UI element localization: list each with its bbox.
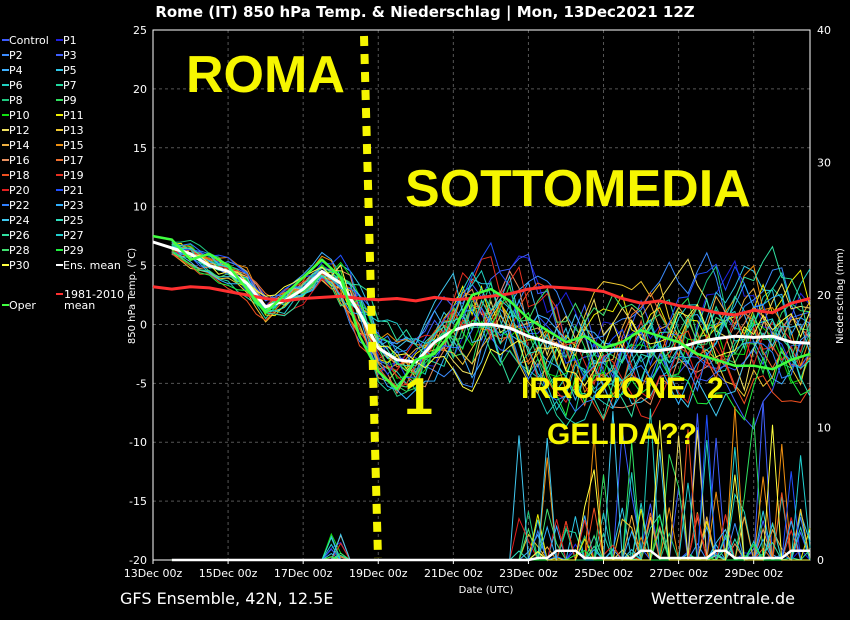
legend-label: P26 (9, 229, 30, 242)
y-tick-label-right: 20 (817, 289, 831, 302)
footer-model: GFS Ensemble, 42N, 12.5E (120, 589, 333, 608)
legend-label: P20 (9, 184, 30, 197)
y-axis-left-ticks: 25 20 15 10 5 0 -5 -10 -15 -20 (129, 24, 147, 567)
legend-label: P24 (9, 214, 30, 227)
y-axis-right-ticks: 40 30 20 10 0 (817, 24, 831, 567)
legend-label: P25 (63, 214, 84, 227)
legend-label: P2 (9, 49, 23, 62)
legend-label: P27 (63, 229, 84, 242)
annotation-sottomedia: SOTTOMEDIA (405, 160, 751, 218)
legend-label: P19 (63, 169, 84, 182)
y-tick-label-left: 25 (133, 24, 147, 37)
x-tick-label: 25Dec 00z (574, 567, 633, 580)
legend-label: P16 (9, 154, 30, 167)
y-tick-label-left: -15 (129, 495, 147, 508)
member-line-p26 (171, 244, 811, 421)
annotation-marker-1: 1 (404, 368, 433, 426)
x-tick-label: 15Dec 00z (199, 567, 258, 580)
y-tick-label-right: 40 (817, 24, 831, 37)
legend-label: P7 (63, 79, 77, 92)
legend-label: P5 (63, 64, 77, 77)
legend-label: P13 (63, 124, 84, 137)
legend-label: P18 (9, 169, 30, 182)
x-axis-label: Date (UTC) (459, 585, 514, 596)
y-tick-label-left: 5 (140, 260, 147, 273)
member-line-p18 (171, 252, 811, 422)
legend-label: P22 (9, 199, 30, 212)
legend-label: Ens. mean (63, 259, 121, 272)
legend-label: P17 (63, 154, 84, 167)
annotation-marker-2: 2 (707, 372, 724, 405)
series-line-oper (152, 234, 811, 391)
x-tick-label: 23Dec 00z (499, 567, 558, 580)
legend-label: Control (9, 34, 49, 47)
series-line-ens-mean (152, 240, 811, 364)
y-tick-label-right: 0 (817, 554, 824, 567)
member-line-p14 (171, 241, 811, 382)
x-tick-label: 19Dec 00z (349, 567, 408, 580)
member-line-p30 (171, 249, 811, 393)
x-tick-label: 29Dec 00z (724, 567, 783, 580)
legend-label: P1 (63, 34, 77, 47)
y-tick-label-left: 10 (133, 201, 147, 214)
legend-label: P23 (63, 199, 84, 212)
annotation-roma: ROMA (186, 46, 345, 104)
legend-label: P11 (63, 109, 84, 122)
y-axis-left-label: 850 hPa Temp. (°C) (127, 248, 138, 344)
y-tick-label-left: -5 (136, 377, 147, 390)
legend-label: P6 (9, 79, 23, 92)
y-tick-label-left: -20 (129, 554, 147, 567)
y-tick-label-left: 15 (133, 142, 147, 155)
chart-title: Rome (IT) 850 hPa Temp. & Niederschlag |… (155, 3, 694, 22)
legend-label: mean (64, 299, 95, 312)
x-tick-label: 21Dec 00z (424, 567, 483, 580)
y-axis-right-label: Niederschlag (mm) (835, 248, 846, 344)
legend-label: P8 (9, 94, 23, 107)
y-tick-label-right: 10 (817, 422, 831, 435)
highlight-series (152, 234, 811, 562)
y-tick-label-left: 0 (140, 318, 147, 331)
y-tick-label-left: 20 (133, 83, 147, 96)
legend-label: Oper (9, 299, 36, 312)
legend-label: P21 (63, 184, 84, 197)
precip-mean-line (171, 549, 810, 562)
legend-label: P10 (9, 109, 30, 122)
divider-dotted-line (360, 35, 382, 559)
x-tick-label: 13Dec 00z (124, 567, 183, 580)
legend-label: P4 (9, 64, 23, 77)
x-tick-label: 17Dec 00z (274, 567, 333, 580)
series-line-1981-2010-mean (152, 285, 811, 317)
footer-source: Wetterzentrale.de (651, 589, 795, 608)
legend-label: P29 (63, 244, 84, 257)
legend-label: P14 (9, 139, 30, 152)
x-tick-label: 27Dec 00z (649, 567, 708, 580)
legend-label: P3 (63, 49, 77, 62)
legend-label: 1981-2010 (64, 288, 124, 301)
y-tick-label-right: 30 (817, 157, 831, 170)
legend: Control P1 P2 P3 P4 P5 P6 P7 P8 P9 P10 P11 P12 P13 P14… (2, 34, 124, 312)
legend-label: P12 (9, 124, 30, 137)
annotation-irruzione: IRRUZIONE (521, 372, 686, 405)
legend-label: P28 (9, 244, 30, 257)
y-tick-label-left: -10 (129, 436, 147, 449)
legend-label: P15 (63, 139, 84, 152)
legend-label: P30 (9, 259, 30, 272)
annotation-gelida: GELIDA?? (547, 418, 697, 451)
legend-label: P9 (63, 94, 77, 107)
x-axis-ticks: 13Dec 00z 15Dec 00z 17Dec 00z 19Dec 00z 21De… (124, 560, 783, 580)
